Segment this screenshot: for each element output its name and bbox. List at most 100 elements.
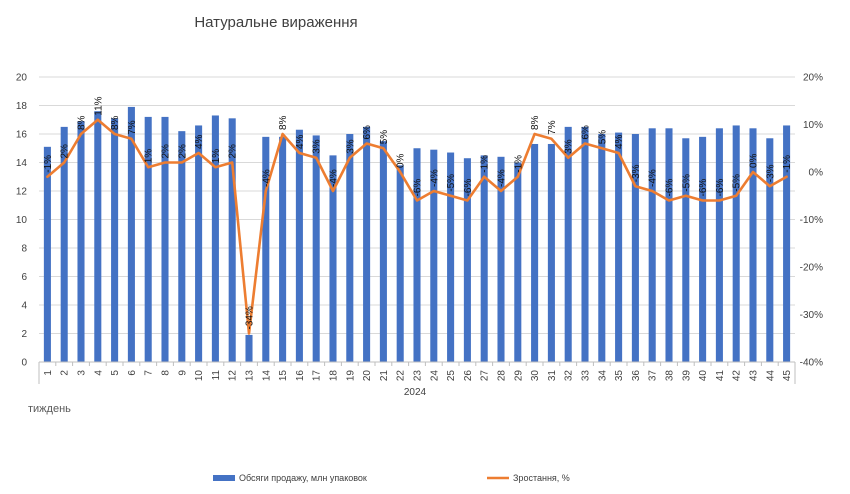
data-label: 8%: [278, 115, 289, 130]
x-tick-label: 10: [194, 370, 205, 382]
x-tick-label: 13: [245, 370, 256, 382]
data-label: 4%: [614, 134, 625, 149]
line-series: [46, 118, 788, 335]
x-tick-label: 32: [564, 370, 575, 382]
x-tick-label: 5: [110, 370, 121, 376]
x-tick-label: 45: [782, 370, 793, 382]
group-label: 2024: [404, 387, 427, 398]
y-left-tick-label: 10: [16, 215, 28, 226]
x-tick-label: 15: [278, 370, 289, 382]
data-label: -6%: [715, 179, 726, 197]
legend-label-bar: Обсяги продажу, млн упаковок: [239, 473, 367, 483]
data-label: 6%: [581, 125, 592, 140]
bar: [161, 116, 169, 363]
x-tick-label: 25: [446, 370, 457, 382]
bar: [77, 121, 85, 362]
bar: [665, 128, 673, 362]
data-label: -6%: [698, 179, 709, 197]
y-left-tick-label: 4: [21, 301, 27, 312]
bar: [43, 146, 51, 362]
bar: [430, 149, 438, 362]
x-tick-label: 28: [497, 370, 508, 382]
bar: [295, 129, 303, 362]
x-tick-label: 18: [329, 370, 340, 382]
data-label: 8%: [110, 115, 121, 130]
data-label: -6%: [463, 179, 474, 197]
left-axis: 0 2 4 6 8 10 12 14 16 18 20: [16, 73, 28, 369]
x-axis-title: тиждень: [28, 403, 71, 415]
x-tick-label: 34: [597, 370, 608, 382]
bar: [396, 165, 404, 362]
data-label: -1%: [43, 155, 54, 173]
bar: [581, 126, 589, 362]
bar: [379, 141, 387, 362]
data-label: -4%: [648, 169, 659, 187]
bar: [598, 134, 606, 362]
x-tick-label: 24: [429, 370, 440, 382]
y-right-tick-label: 10%: [803, 120, 823, 131]
x-tick-label: 23: [413, 370, 424, 382]
data-label: 0%: [749, 153, 760, 168]
legend-label-line: Зростання, %: [513, 473, 570, 483]
y-left-tick-label: 8: [21, 244, 27, 255]
bar: [715, 128, 723, 362]
data-label: -6%: [665, 179, 676, 197]
data-label: -1%: [782, 155, 793, 173]
data-label: -5%: [681, 174, 692, 192]
bar: [514, 162, 522, 362]
x-tick-label: 44: [765, 370, 776, 382]
bar: [783, 125, 791, 362]
x-tick-label: 33: [581, 370, 592, 382]
x-tick-label: 41: [715, 370, 726, 382]
bar-series: [43, 106, 791, 363]
y-right-tick-label: 20%: [803, 73, 823, 84]
x-tick-label: 39: [681, 370, 692, 382]
x-tick-label: 40: [698, 370, 709, 382]
y-left-tick-label: 6: [21, 272, 27, 283]
x-tick-label: 9: [177, 370, 188, 376]
y-left-tick-label: 2: [21, 329, 27, 340]
data-label: 3%: [564, 139, 575, 154]
x-tick-label: 37: [648, 370, 659, 382]
x-tick-label: 31: [547, 370, 558, 382]
y-left-tick-label: 12: [16, 187, 28, 198]
data-label: 3%: [312, 139, 323, 154]
data-label: -5%: [732, 174, 743, 192]
data-label: -3%: [631, 164, 642, 182]
x-tick-label: 30: [530, 370, 541, 382]
data-label: 2%: [161, 144, 172, 159]
bar: [144, 116, 152, 363]
x-tick-label: 21: [379, 370, 390, 382]
bar: [531, 143, 539, 362]
bar: [245, 334, 253, 362]
bar: [178, 131, 186, 362]
right-axis: -40% -30% -20% -10% 0% 10% 20%: [800, 73, 823, 369]
bar: [547, 143, 555, 362]
bar: [766, 138, 774, 362]
x-tick-label: 29: [513, 370, 524, 382]
bar: [682, 138, 690, 362]
data-label: -6%: [413, 179, 424, 197]
x-tick-label: 11: [211, 370, 222, 381]
bar: [329, 155, 337, 362]
y-left-tick-label: 20: [16, 73, 28, 84]
y-right-tick-label: 0%: [809, 168, 824, 179]
legend-swatch-bar: [213, 475, 235, 481]
bar: [564, 126, 572, 362]
data-label: 5%: [379, 130, 390, 145]
x-tick-label: 26: [463, 370, 474, 382]
y-right-tick-label: -10%: [800, 215, 823, 226]
bar: [127, 106, 135, 362]
data-label: 11%: [93, 96, 104, 115]
data-label: 1%: [211, 149, 222, 164]
data-label: 7%: [127, 120, 138, 135]
data-label: 2%: [177, 144, 188, 159]
x-tick-label: 22: [396, 370, 407, 382]
data-label: 8%: [530, 115, 541, 130]
x-tick-label: 7: [144, 370, 155, 376]
data-label: -4%: [329, 169, 340, 187]
y-left-tick-label: 18: [16, 101, 28, 112]
data-label: -4%: [261, 169, 272, 187]
data-label: 5%: [597, 130, 608, 145]
bar: [497, 156, 505, 362]
